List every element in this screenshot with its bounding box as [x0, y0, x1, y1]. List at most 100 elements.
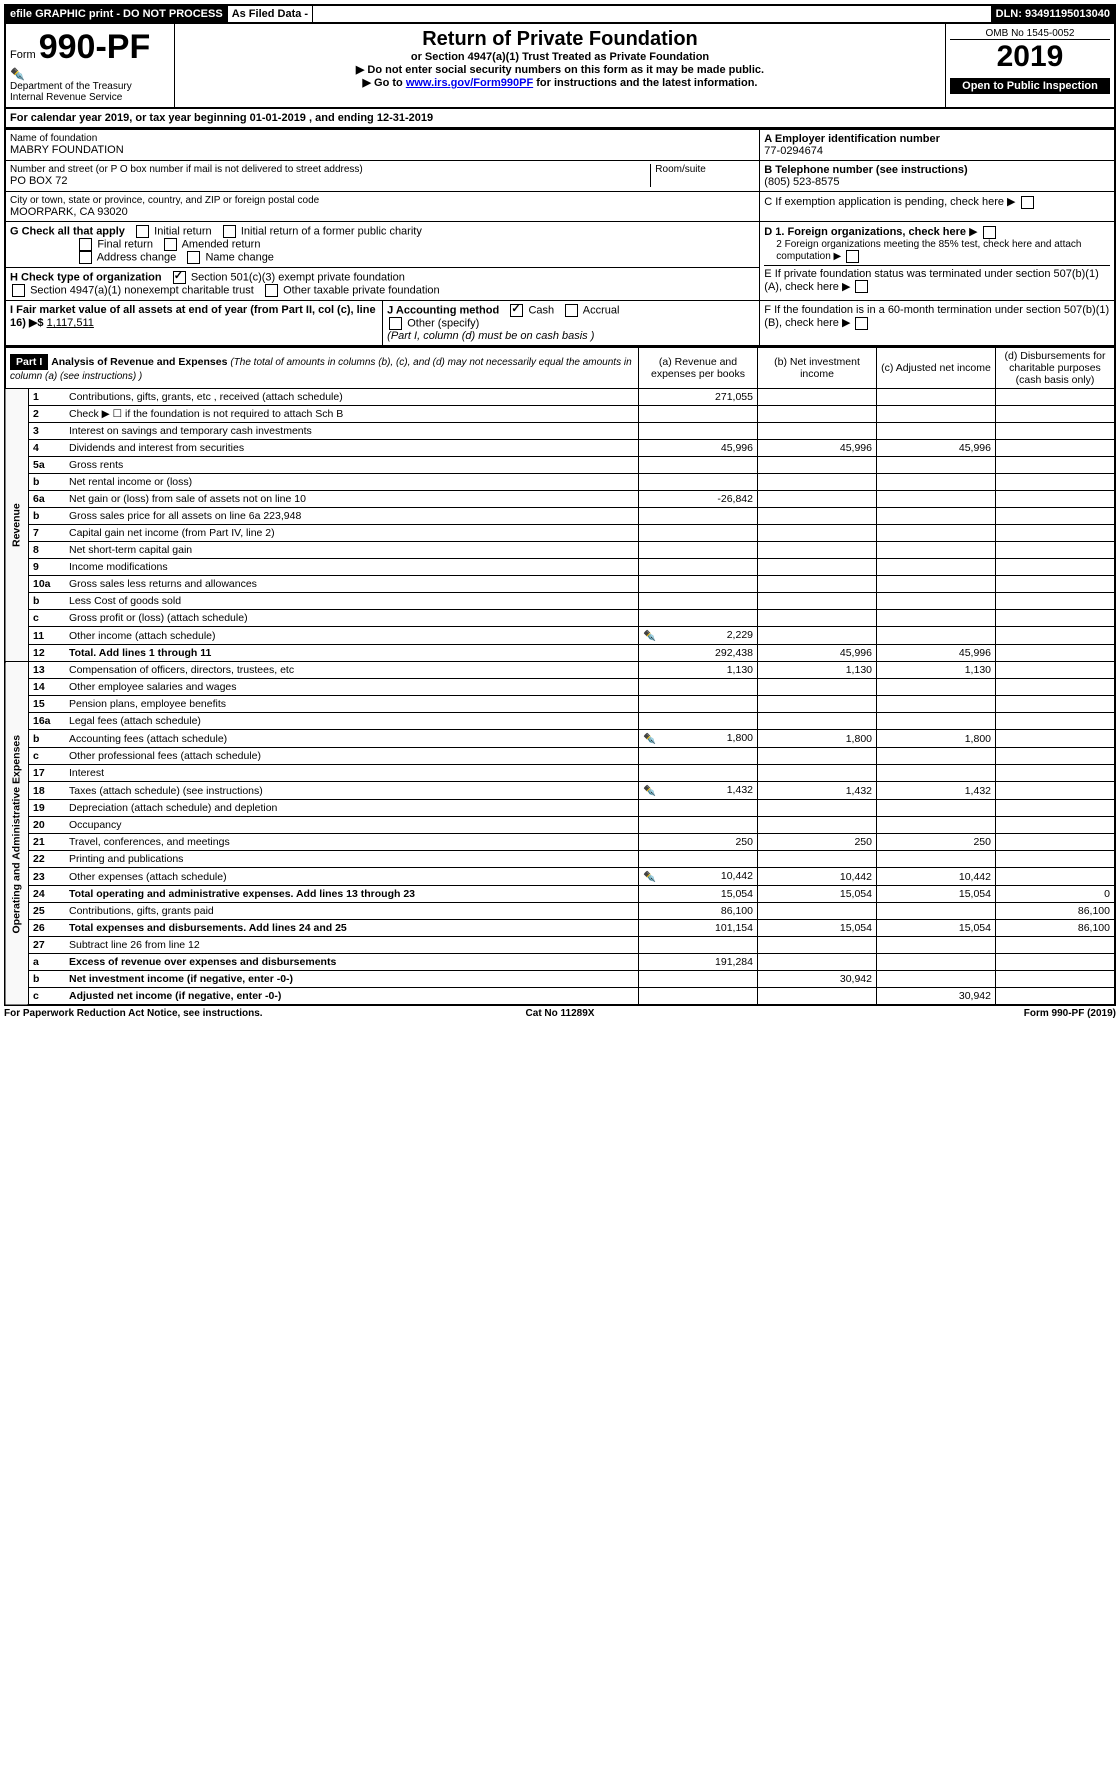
cell-a: 191,284 — [639, 954, 758, 971]
line-description: Excess of revenue over expenses and disb… — [65, 954, 639, 971]
attachment-icon[interactable]: ✒️ — [643, 784, 656, 797]
line-number: 10a — [29, 576, 66, 593]
attachment-icon[interactable]: ✒️ — [643, 870, 656, 883]
cell-c — [877, 954, 996, 971]
line-description: Gross sales price for all assets on line… — [65, 508, 639, 525]
cell-b — [758, 696, 877, 713]
top-bar: efile GRAPHIC print - DO NOT PROCESS As … — [4, 4, 1116, 24]
checkbox-f[interactable] — [855, 317, 868, 330]
line-description: Contributions, gifts, grants paid — [65, 903, 639, 920]
cell-d — [996, 593, 1116, 610]
form-subtitle: or Section 4947(a)(1) Trust Treated as P… — [179, 51, 941, 63]
table-row: 8Net short-term capital gain — [5, 542, 1115, 559]
cell-d — [996, 491, 1116, 508]
cell-c — [877, 765, 996, 782]
cell-a: ✒️ 10,442 — [639, 868, 758, 886]
table-row: 21Travel, conferences, and meetings25025… — [5, 834, 1115, 851]
cell-c — [877, 800, 996, 817]
cell-c — [877, 559, 996, 576]
table-row: bNet investment income (if negative, ent… — [5, 971, 1115, 988]
cell-d — [996, 474, 1116, 491]
checkbox-4947[interactable] — [12, 284, 25, 297]
cell-c — [877, 903, 996, 920]
table-row: 16aLegal fees (attach schedule) — [5, 713, 1115, 730]
line-description: Other expenses (attach schedule) — [65, 868, 639, 886]
checkbox-address[interactable] — [79, 251, 92, 264]
table-row: bNet rental income or (loss) — [5, 474, 1115, 491]
checkbox-initial[interactable] — [136, 225, 149, 238]
line-number: 19 — [29, 800, 66, 817]
checkbox-e[interactable] — [855, 280, 868, 293]
line-number: 16a — [29, 713, 66, 730]
checkbox-amended[interactable] — [164, 238, 177, 251]
checkbox-accrual[interactable] — [565, 304, 578, 317]
line-description: Subtract line 26 from line 12 — [65, 937, 639, 954]
cell-a: 101,154 — [639, 920, 758, 937]
cell-d — [996, 679, 1116, 696]
footer-right: Form 990-PF (2019) — [594, 1008, 1116, 1019]
cell-c — [877, 971, 996, 988]
cell-b — [758, 406, 877, 423]
cell-d — [996, 817, 1116, 834]
cell-c — [877, 748, 996, 765]
checkbox-initial-former[interactable] — [223, 225, 236, 238]
foundation-name: MABRY FOUNDATION — [10, 144, 755, 156]
cell-c: 45,996 — [877, 645, 996, 662]
checkbox-501c3[interactable] — [173, 271, 186, 284]
line-description: Contributions, gifts, grants, etc , rece… — [65, 389, 639, 406]
cell-a: ✒️ 2,229 — [639, 627, 758, 645]
cell-d — [996, 851, 1116, 868]
attachment-icon[interactable]: ✒️ — [643, 629, 656, 642]
checkbox-final[interactable] — [79, 238, 92, 251]
asfiled: As Filed Data - — [228, 6, 313, 22]
checkbox-cash[interactable] — [510, 304, 523, 317]
line-number: 14 — [29, 679, 66, 696]
line-description: Net gain or (loss) from sale of assets n… — [65, 491, 639, 508]
table-row: 18Taxes (attach schedule) (see instructi… — [5, 782, 1115, 800]
form-header: Form 990-PF ✒️ Department of the Treasur… — [4, 24, 1116, 109]
line-description: Total. Add lines 1 through 11 — [65, 645, 639, 662]
instructions-link[interactable]: www.irs.gov/Form990PF — [406, 77, 533, 89]
checkbox-name[interactable] — [187, 251, 200, 264]
identification-block: Name of foundation MABRY FOUNDATION A Em… — [4, 129, 1116, 347]
cell-b — [758, 817, 877, 834]
cell-a — [639, 679, 758, 696]
label-f: F If the foundation is in a 60-month ter… — [764, 304, 1109, 329]
col-b-hdr: (b) Net investment income — [758, 348, 877, 389]
checkbox-other-method[interactable] — [389, 317, 402, 330]
cell-b — [758, 423, 877, 440]
cell-c: 1,432 — [877, 782, 996, 800]
line-description: Depreciation (attach schedule) and deple… — [65, 800, 639, 817]
label-a: A Employer identification number — [764, 133, 940, 145]
cell-a — [639, 988, 758, 1006]
checkbox-other-taxable[interactable] — [265, 284, 278, 297]
line-description: Gross profit or (loss) (attach schedule) — [65, 610, 639, 627]
line-description: Total expenses and disbursements. Add li… — [65, 920, 639, 937]
checkbox-c[interactable] — [1021, 196, 1034, 209]
cell-b — [758, 525, 877, 542]
table-row: aExcess of revenue over expenses and dis… — [5, 954, 1115, 971]
cell-a — [639, 937, 758, 954]
cell-b — [758, 713, 877, 730]
cell-c — [877, 474, 996, 491]
cell-c — [877, 406, 996, 423]
cell-a: 292,438 — [639, 645, 758, 662]
line-number: 25 — [29, 903, 66, 920]
cell-a: 1,130 — [639, 662, 758, 679]
cell-c — [877, 508, 996, 525]
table-row: bGross sales price for all assets on lin… — [5, 508, 1115, 525]
line-description: Accounting fees (attach schedule) — [65, 730, 639, 748]
line-description: Net rental income or (loss) — [65, 474, 639, 491]
checkbox-d1[interactable] — [983, 226, 996, 239]
note1: ▶ Do not enter social security numbers o… — [179, 63, 941, 76]
cell-a — [639, 851, 758, 868]
line-description: Gross sales less returns and allowances — [65, 576, 639, 593]
cell-d — [996, 988, 1116, 1006]
line-description: Occupancy — [65, 817, 639, 834]
line-number: 3 — [29, 423, 66, 440]
checkbox-d2[interactable] — [846, 250, 859, 263]
attachment-icon[interactable]: ✒️ — [643, 732, 656, 745]
city: MOORPARK, CA 93020 — [10, 206, 755, 218]
line-number: 21 — [29, 834, 66, 851]
cell-a: 250 — [639, 834, 758, 851]
